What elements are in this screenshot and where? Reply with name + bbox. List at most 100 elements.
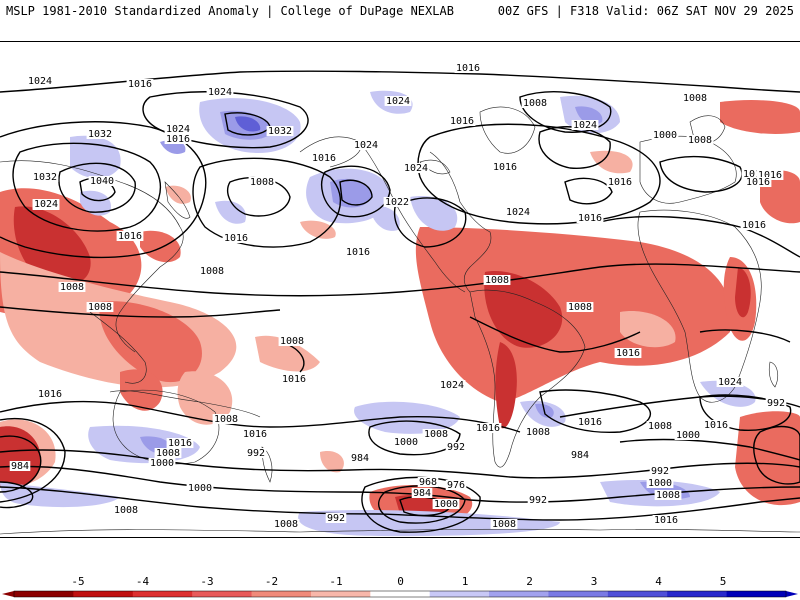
isobar-label-bg (116, 231, 144, 241)
isobar-label-text: 1000 (188, 483, 212, 494)
isobar-1008-sw (0, 417, 66, 503)
colorbar-tick-label: 2 (526, 575, 533, 588)
isobar-label-bg (490, 519, 518, 529)
isobar-label-text: 1008 (523, 98, 547, 109)
anom-neg-usa2 (370, 206, 400, 231)
isobar-label-1016-npac: 1016 (310, 153, 338, 164)
colorbar-left-arrow (2, 591, 14, 597)
isobar-label-1008-so5: 1008 (272, 519, 300, 530)
isobar-label-bg (702, 420, 730, 430)
colorbar-tick-labels: -5 -4 -3 -2 -1 0 1 2 3 4 5 (71, 575, 726, 588)
isobar-label-text: 1008 (683, 93, 707, 104)
isobar-label-text: 1008 (485, 275, 509, 286)
isobar-label-1024-sib-east: 1024 (32, 199, 60, 210)
isobar-label-1008-tasman: 1008 (154, 448, 182, 459)
map-title: MSLP 1981-2010 Standardized Anomaly | Co… (6, 4, 454, 18)
isobar-label-1000-spac: 1000 (148, 458, 176, 469)
anom-pos-canada-small (300, 220, 336, 239)
isobar-1024-us (393, 197, 467, 248)
isobar-label-bg (566, 302, 594, 312)
isobar-1016-euro (599, 215, 800, 258)
isobar-1008-india (0, 306, 281, 318)
isobar-label-bg (438, 380, 466, 390)
isobar-label-1016-siberia: 1016 (164, 134, 192, 145)
isobar-1008-europe (659, 155, 743, 193)
isobar-label-bg (744, 177, 772, 187)
anom-pos-sa-south (495, 342, 517, 429)
isobar-label-1016-pacw: 1016 (126, 79, 154, 90)
isobar-label-1024-iceland: 1024 (402, 163, 430, 174)
isobar-label-984-satl: 984 (569, 450, 591, 461)
isobar-label-1016-tasman: 1016 (166, 438, 194, 449)
isobar-label-bg (206, 87, 234, 97)
isobar-label-bg (212, 414, 240, 424)
anom-neg-aleut-dark (235, 116, 261, 132)
isobar-label-text: 1016 (456, 63, 480, 74)
isobar-label-text: 1016 (118, 231, 142, 242)
isobar-1016-sind (619, 438, 800, 461)
isobar-1024-npac-low (321, 165, 391, 218)
isobar-label-1008-wpac: 1008 (198, 266, 226, 277)
isobar-label-1008-cpac: 1008 (278, 336, 306, 347)
colorbar-swatch (607, 591, 668, 597)
isobar-label-bg (521, 98, 549, 108)
isobar-label-1016-med: 1016 (344, 247, 372, 258)
isobar-label-1008-safr: 1008 (112, 505, 140, 516)
anom-pos-africa-core (735, 267, 751, 318)
isobar-label-text: 1016 (743, 169, 767, 180)
isobar-label-text: 1008 (526, 427, 550, 438)
isobar-label-text: 1000 (648, 478, 672, 489)
isobar-label-text: 1024 (386, 96, 410, 107)
isobar-label-968-low: 968 (417, 477, 439, 488)
isobar-label-bg (445, 442, 467, 452)
colorbar-tick-label: -4 (136, 575, 150, 588)
isobar-label-text: 992 (651, 466, 669, 477)
isobar-label-1024-bering: 1024 (384, 96, 412, 107)
isobar-label-bg (483, 275, 511, 285)
isobar-label-1008-samerica: 1008 (483, 275, 511, 286)
isobar-1032-asia (58, 162, 136, 213)
isobar-label-992-sind: 992 (649, 466, 671, 477)
colorbar-tick-label: -2 (265, 575, 278, 588)
isobar-label-1000-so3: 1000 (646, 478, 674, 489)
colorbar-tick-label: -1 (329, 575, 342, 588)
isobar-label-1008-sa: 1008 (524, 427, 552, 438)
coast-seasia (89, 311, 147, 384)
isobar-label-text: 1016 (616, 348, 640, 359)
isobar-label-1008-africa: 1008 (566, 302, 594, 313)
isobar-label-992-nz: 992 (765, 398, 787, 409)
colorbar-swatch (726, 591, 787, 597)
isobar-label-1008-so2: 1008 (422, 429, 450, 440)
isobar-label-bg (646, 421, 674, 431)
isobar-label-bg (278, 336, 306, 346)
isobar-label-bg (654, 490, 682, 500)
isobar-label-1016-seaus: 1016 (740, 220, 768, 231)
isobar-label-bg (454, 63, 482, 73)
isobar-label-1016-europe: 1016 (606, 177, 634, 188)
isobar-label-text: 1016 (224, 233, 248, 244)
isobar-label-bg (649, 466, 671, 476)
isobar-label-1024-indian: 1024 (716, 377, 744, 388)
isobar-label-text: 1008 (424, 429, 448, 440)
isobar-label-text: 992 (447, 442, 465, 453)
isobar-984-sw (0, 435, 42, 493)
isobar-label-text: 992 (327, 513, 345, 524)
isobar-label-bg (651, 130, 679, 140)
isobar-label-text: 1040 (90, 176, 114, 187)
isobar-label-1024-greenland: 1024 (571, 120, 599, 131)
isobar-1016-africa-e (699, 329, 791, 343)
isobar-label-text: 1016 (168, 438, 192, 449)
isobar-label-1008-seasia: 1008 (86, 302, 114, 313)
isobar-label-bg (411, 488, 433, 498)
coast-europe (639, 135, 737, 204)
isobar-label-992-satl: 992 (527, 495, 549, 506)
isobar-label-1016-indian: 1016 (280, 374, 308, 385)
colorbar-tick-label: 1 (462, 575, 469, 588)
isobar-label-1024-sind2: 1024 (26, 76, 54, 87)
isobar-label-1008-aus: 1008 (212, 414, 240, 425)
isobar-label-1016-aus: 1016 (36, 389, 64, 400)
isobar-label-bg (392, 437, 420, 447)
isobar-label-992-so2: 992 (445, 442, 467, 453)
isobar-label-text: 984 (11, 461, 29, 472)
isobar-label-bg (652, 515, 680, 525)
